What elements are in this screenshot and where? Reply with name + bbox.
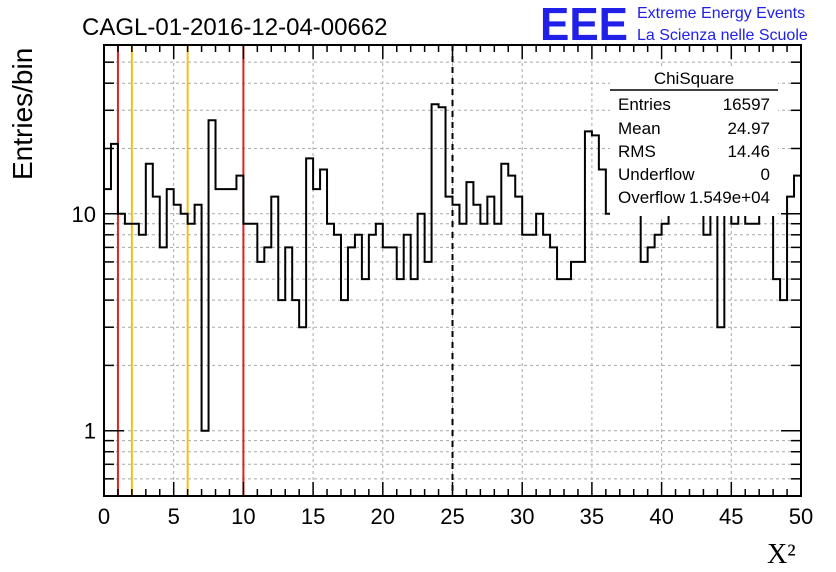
x-tick-label: 5 [168, 504, 180, 529]
stats-label-rms: RMS [618, 142, 656, 161]
stats-value-rms: 14.46 [727, 142, 770, 161]
stats-value-underflow: 0 [761, 165, 770, 184]
x-tick-label: 50 [789, 504, 813, 529]
stats-value-mean: 24.97 [727, 119, 770, 138]
stats-label-mean: Mean [618, 119, 661, 138]
eee-subtitle-line2: La Scienza nelle Scuole [637, 27, 808, 44]
stats-label-underflow: Underflow [618, 165, 695, 184]
stats-value-entries: 16597 [723, 95, 770, 114]
x-tick-label: 0 [98, 504, 110, 529]
axis-ticks [103, 45, 802, 496]
vertical-markers [116, 45, 454, 496]
x-tick-label: 30 [510, 504, 534, 529]
x-tick-label: 25 [440, 504, 464, 529]
stats-label-entries: Entries [618, 95, 671, 114]
x-axis-label: X² [767, 539, 796, 570]
x-tick-label: 15 [301, 504, 325, 529]
y-tick-label: 1 [84, 419, 96, 444]
stats-title: ChiSquare [654, 69, 734, 88]
x-tick-label: 35 [580, 504, 604, 529]
x-tick-label: 10 [231, 504, 255, 529]
x-tick-label: 20 [371, 504, 395, 529]
y-axis-label: Entries/bin [7, 48, 38, 180]
stats-box: ChiSquare Entries 16597 Mean 24.97 RMS 1… [610, 66, 778, 216]
eee-logo: EEE [540, 0, 628, 50]
stats-label-overflow: Overflow [618, 188, 686, 207]
x-tick-label: 45 [719, 504, 743, 529]
tick-labels: 0 5 10 15 20 25 30 35 40 45 50 1 10 [72, 202, 814, 529]
x-tick-label: 40 [649, 504, 673, 529]
run-title: CAGL-01-2016-12-04-00662 [82, 14, 388, 41]
stats-box-bg [610, 66, 778, 216]
stats-value-overflow: 1.549e+04 [689, 188, 770, 207]
y-tick-label: 10 [72, 202, 96, 227]
eee-subtitle-line1: Extreme Energy Events [637, 5, 805, 22]
